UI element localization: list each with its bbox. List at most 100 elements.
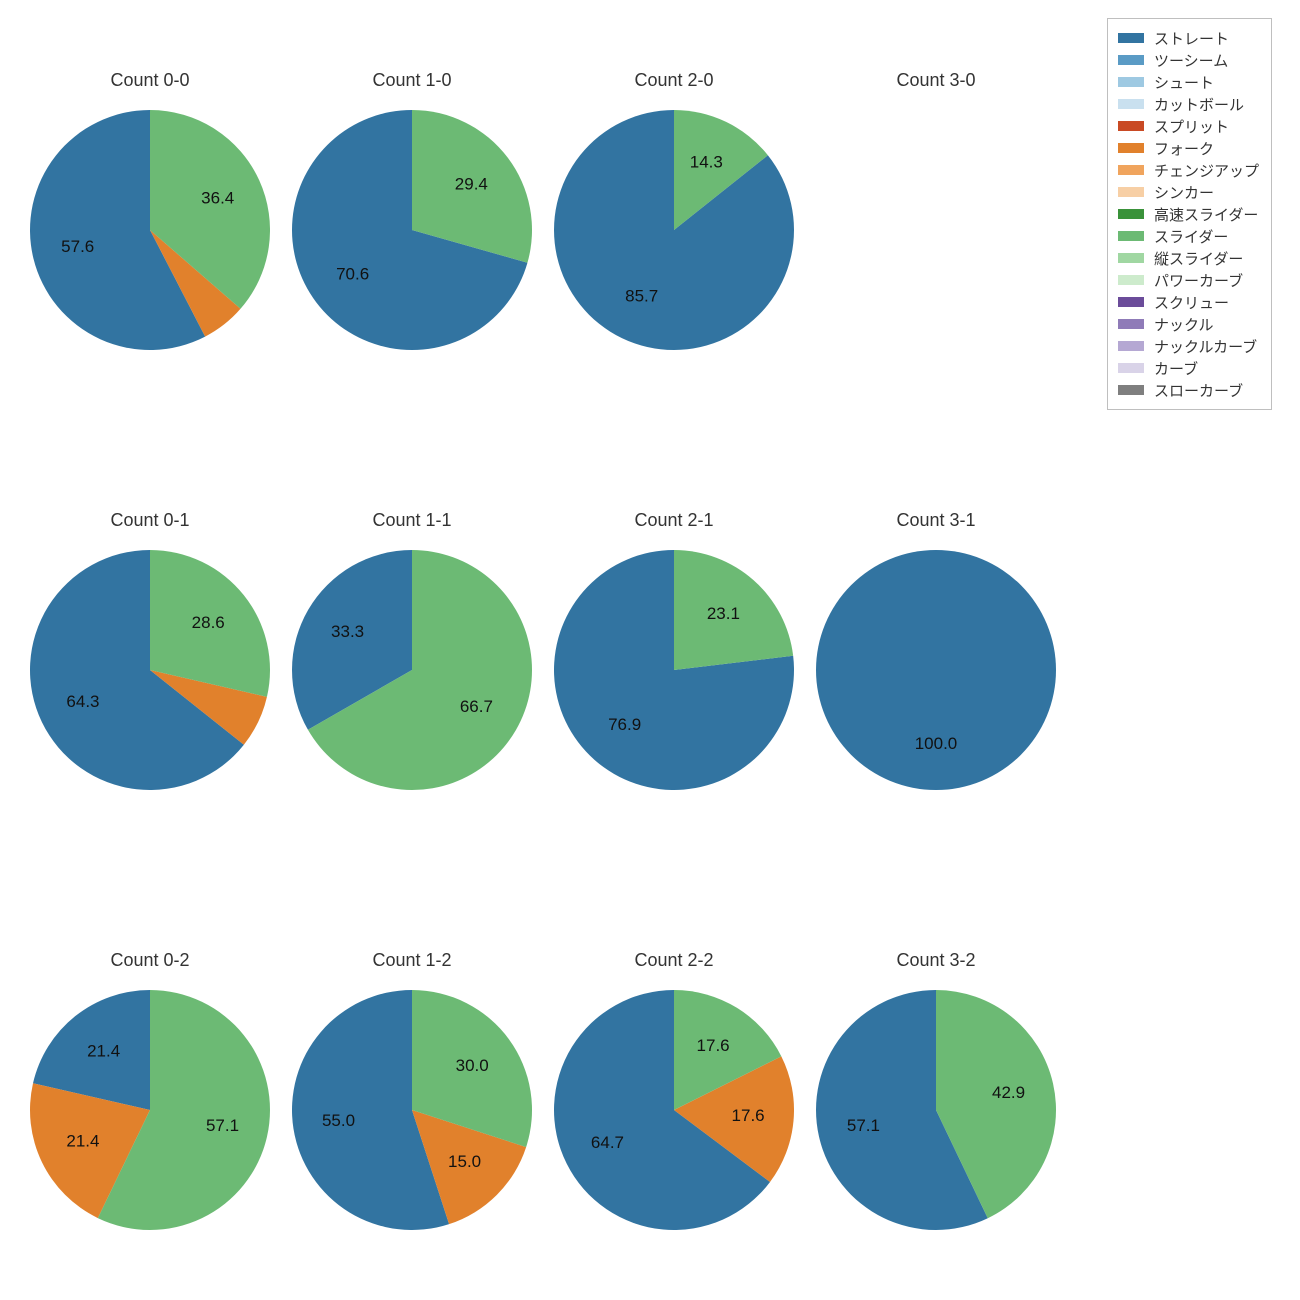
legend-item: シュート: [1118, 71, 1259, 93]
slice-value-label: 64.7: [591, 1133, 624, 1152]
pie-chart: 85.714.3: [554, 110, 794, 350]
legend-swatch: [1118, 385, 1144, 395]
pie-holder: 64.7 17.6 17.6: [554, 990, 794, 1230]
panel-title: Count 1-2: [282, 950, 542, 971]
legend-swatch: [1118, 165, 1144, 175]
legend-label: スローカーブ: [1154, 380, 1243, 401]
legend-item: スクリュー: [1118, 291, 1259, 313]
pie-chart: 64.3 28.6: [30, 550, 270, 790]
legend-label: スクリュー: [1154, 292, 1229, 313]
legend-swatch: [1118, 341, 1144, 351]
slice-value-label: 70.6: [336, 264, 369, 283]
legend-label: ツーシーム: [1154, 50, 1228, 71]
pie-chart: 57.142.9: [816, 990, 1056, 1230]
legend-item: ナックル: [1118, 313, 1259, 335]
legend-swatch: [1118, 121, 1144, 131]
legend-swatch: [1118, 55, 1144, 65]
legend-swatch: [1118, 275, 1144, 285]
legend-swatch: [1118, 77, 1144, 87]
slice-value-label: 33.3: [331, 622, 364, 641]
pie-chart: 100.0: [816, 550, 1056, 790]
pie-chart: 55.015.030.0: [292, 990, 532, 1230]
chart-stage: ストレートツーシームシュートカットボールスプリットフォークチェンジアップシンカー…: [0, 0, 1300, 1300]
slice-value-label: 57.1: [206, 1116, 239, 1135]
pie-slice: [816, 550, 1056, 790]
pie-panel: Count 0-0 57.636.4: [20, 70, 280, 400]
panel-title: Count 1-1: [282, 510, 542, 531]
legend-item: チェンジアップ: [1118, 159, 1259, 181]
legend-item: シンカー: [1118, 181, 1259, 203]
pie-holder: [816, 110, 1056, 350]
slice-value-label: 42.9: [992, 1083, 1025, 1102]
legend-label: ナックル: [1154, 314, 1214, 335]
panel-title: Count 0-2: [20, 950, 280, 971]
slice-value-label: 100.0: [915, 734, 958, 753]
pie-panel: Count 2-0 85.714.3: [544, 70, 804, 400]
legend-label: カットボール: [1154, 94, 1244, 115]
pie-holder: 85.714.3: [554, 110, 794, 350]
slice-value-label: 85.7: [625, 287, 658, 306]
legend-item: 高速スライダー: [1118, 203, 1259, 225]
legend-swatch: [1118, 253, 1144, 263]
pie-panel: Count 2-2 64.7 17.6 17.6: [544, 950, 804, 1280]
pie-holder: 33.3 66.7: [292, 550, 532, 790]
legend-label: シンカー: [1154, 182, 1214, 203]
legend-label: 縦スライダー: [1154, 248, 1243, 269]
panel-title: Count 1-0: [282, 70, 542, 91]
panel-title: Count 2-2: [544, 950, 804, 971]
panel-title: Count 0-0: [20, 70, 280, 91]
slice-value-label: 66.7: [460, 697, 493, 716]
pie-holder: 21.4 21.4 57.1: [30, 990, 270, 1230]
legend-item: カットボール: [1118, 93, 1259, 115]
slice-value-label: 29.4: [455, 175, 488, 194]
legend-label: ストレート: [1154, 28, 1229, 49]
legend-swatch: [1118, 231, 1144, 241]
slice-value-label: 28.6: [192, 613, 225, 632]
pie-holder: 100.0: [816, 550, 1056, 790]
legend-label: ナックルカーブ: [1154, 336, 1257, 357]
pie-holder: 55.015.030.0: [292, 990, 532, 1230]
legend-item: パワーカーブ: [1118, 269, 1259, 291]
pie-panel: Count 1-1 33.3 66.7: [282, 510, 542, 840]
legend-swatch: [1118, 99, 1144, 109]
pie-chart: 70.6 29.4: [292, 110, 532, 350]
pie-panel: Count 3-1 100.0: [806, 510, 1066, 840]
legend-item: スプリット: [1118, 115, 1259, 137]
slice-value-label: 17.6: [697, 1036, 730, 1055]
panel-title: Count 3-1: [806, 510, 1066, 531]
pie-chart: 64.7 17.6 17.6: [554, 990, 794, 1230]
legend-swatch: [1118, 33, 1144, 43]
pie-holder: 70.6 29.4: [292, 110, 532, 350]
slice-value-label: 21.4: [87, 1041, 120, 1060]
pie-holder: 76.923.1: [554, 550, 794, 790]
slice-value-label: 17.6: [732, 1106, 765, 1125]
legend-label: シュート: [1154, 72, 1214, 93]
pie-panel: Count 3-257.142.9: [806, 950, 1066, 1280]
slice-value-label: 23.1: [707, 604, 740, 623]
slice-value-label: 36.4: [201, 189, 234, 208]
pie-panel: Count 0-164.328.6: [20, 510, 280, 840]
slice-value-label: 15.0: [448, 1152, 481, 1171]
pie-chart: 21.4 21.4 57.1: [30, 990, 270, 1230]
panel-title: Count 2-0: [544, 70, 804, 91]
legend-swatch: [1118, 363, 1144, 373]
legend-item: 縦スライダー: [1118, 247, 1259, 269]
legend-label: 高速スライダー: [1154, 204, 1258, 225]
legend-item: カーブ: [1118, 357, 1259, 379]
slice-value-label: 21.4: [66, 1132, 99, 1151]
slice-value-label: 64.3: [66, 692, 99, 711]
legend-item: ストレート: [1118, 27, 1259, 49]
legend-swatch: [1118, 209, 1144, 219]
pie-holder: 57.636.4: [30, 110, 270, 350]
legend-item: スライダー: [1118, 225, 1259, 247]
legend-label: スプリット: [1154, 116, 1229, 137]
pie-panel: Count 1-0 70.6 29.4: [282, 70, 542, 400]
legend-box: ストレートツーシームシュートカットボールスプリットフォークチェンジアップシンカー…: [1107, 18, 1272, 410]
pie-holder: 57.142.9: [816, 990, 1056, 1230]
pie-panel: Count 2-176.923.1: [544, 510, 804, 840]
legend-item: フォーク: [1118, 137, 1259, 159]
pie-panel: Count 1-255.015.030.0: [282, 950, 542, 1280]
legend-swatch: [1118, 319, 1144, 329]
slice-value-label: 55.0: [322, 1111, 355, 1130]
legend-swatch: [1118, 297, 1144, 307]
